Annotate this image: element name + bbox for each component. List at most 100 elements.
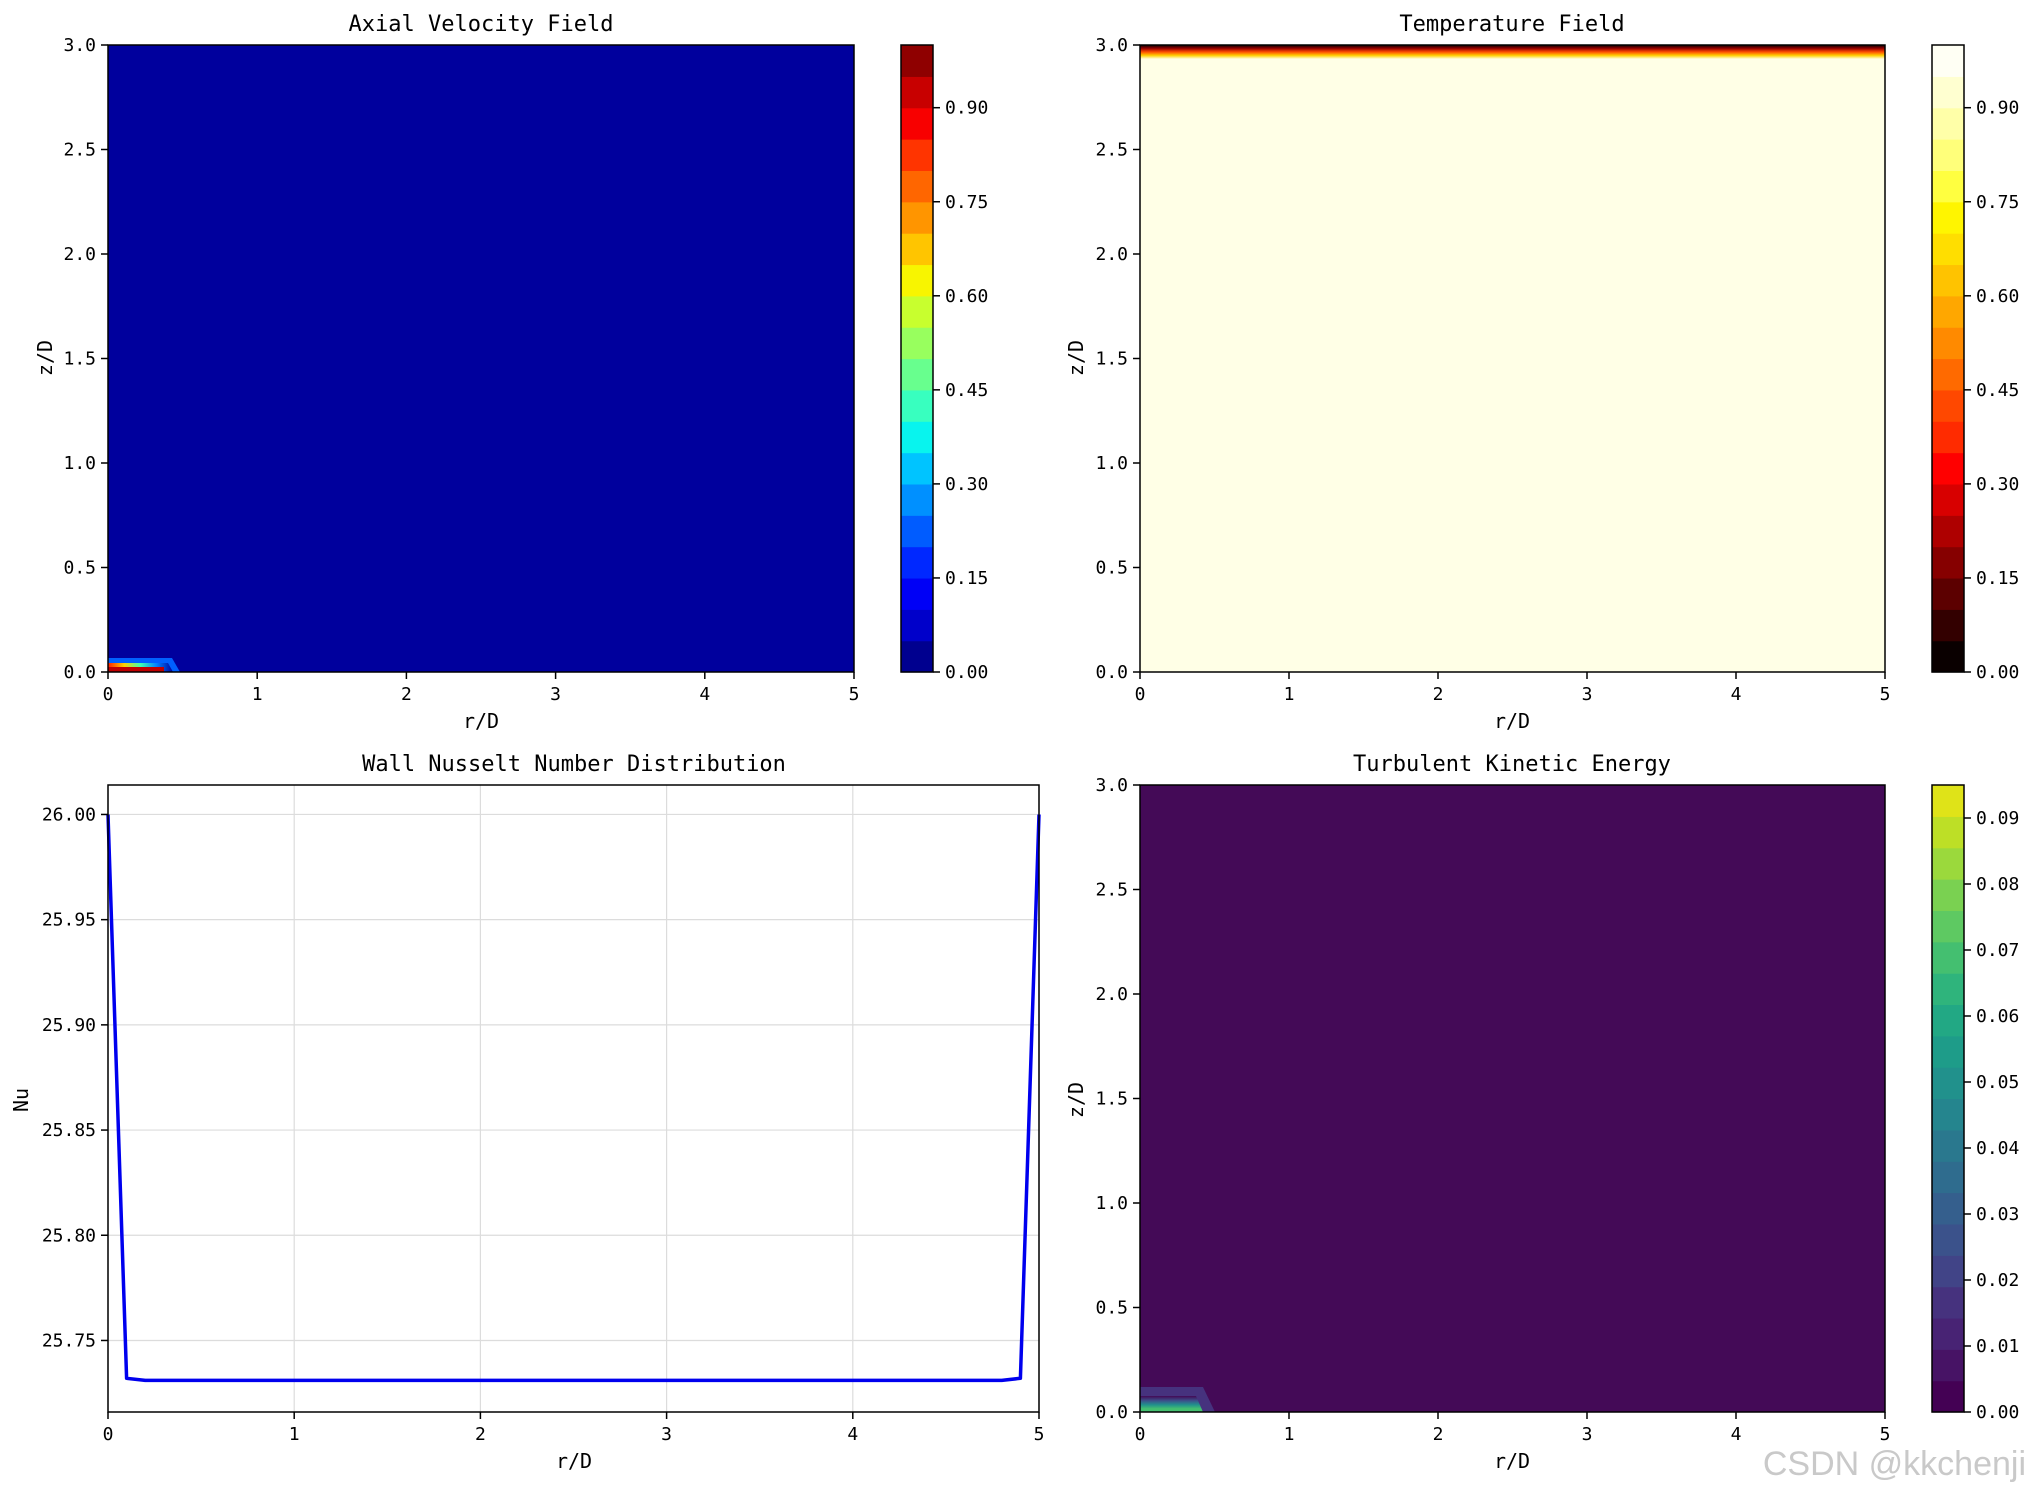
tke-core bbox=[1140, 1396, 1203, 1412]
colorbar-segment bbox=[901, 577, 933, 610]
colorbar-segment bbox=[1932, 107, 1964, 140]
colorbar-segment bbox=[1932, 1098, 1964, 1131]
colorbar-segment bbox=[1932, 609, 1964, 642]
colorbar-segment bbox=[1932, 45, 1964, 77]
colorbar-segment bbox=[1932, 973, 1964, 1006]
y-tick-label: 1.0 bbox=[1095, 1193, 1128, 1214]
chart-title: Turbulent Kinetic Energy bbox=[1353, 752, 1671, 777]
x-tick-label: 4 bbox=[1731, 684, 1742, 705]
colorbar-tick-label: 0.45 bbox=[945, 380, 988, 401]
x-tick-label: 2 bbox=[1433, 684, 1444, 705]
y-axis-label: z/D bbox=[1064, 340, 1088, 376]
colorbar-segment bbox=[901, 201, 933, 234]
watermark: CSDN @kkchenji bbox=[1763, 1445, 2026, 1483]
colorbar-segment bbox=[1932, 640, 1964, 673]
colorbar-tick-label: 0.45 bbox=[1976, 380, 2019, 401]
colorbar-segment bbox=[901, 327, 933, 360]
x-tick-label: 5 bbox=[1880, 684, 1891, 705]
panel-tke: Turbulent Kinetic Energy 0 1 2 3 4 5 0.0 0.5 1.… bbox=[1064, 752, 2019, 1473]
colorbar-segment bbox=[1932, 1349, 1964, 1382]
colorbar-segment bbox=[1932, 389, 1964, 422]
x-tick-label: 4 bbox=[699, 684, 710, 705]
plot-frame bbox=[107, 784, 1040, 1413]
colorbar-segment bbox=[1932, 515, 1964, 548]
y-axis: 0.0 0.5 1.0 1.5 2.0 2.5 3.0 bbox=[1095, 35, 1140, 683]
colorbar-segment bbox=[901, 45, 933, 77]
colorbar-tick-label: 0.02 bbox=[1976, 1270, 2019, 1291]
colorbar-segment bbox=[1932, 1035, 1964, 1068]
colorbar-segment bbox=[1932, 847, 1964, 880]
colorbar-segment bbox=[1932, 1286, 1964, 1319]
colorbar-segment bbox=[1932, 233, 1964, 266]
colorbar-segment bbox=[901, 609, 933, 642]
y-tick-label: 3.0 bbox=[1095, 775, 1128, 796]
y-tick-label: 2.0 bbox=[1095, 984, 1128, 1005]
colorbar-segment bbox=[901, 264, 933, 297]
x-tick-label: 3 bbox=[1582, 1424, 1593, 1445]
colorbar-segment bbox=[1932, 941, 1964, 974]
colorbar-segment bbox=[901, 421, 933, 454]
y-tick-label: 2.5 bbox=[1095, 140, 1128, 161]
colorbar-segment bbox=[1932, 1255, 1964, 1288]
x-axis: 0 1 2 3 4 5 bbox=[1135, 672, 1891, 705]
y-tick-label: 3.0 bbox=[63, 35, 96, 56]
y-axis-label: Nu bbox=[9, 1088, 33, 1112]
colorbar-segment bbox=[1932, 483, 1964, 516]
colorbar-segment bbox=[1932, 358, 1964, 391]
colorbar-tick-label: 0.01 bbox=[1976, 1336, 2019, 1357]
colorbar: 0.00 0.15 0.30 0.45 0.60 0.75 0.90 bbox=[900, 44, 988, 683]
colorbar-segment bbox=[901, 452, 933, 485]
colorbar-tick-label: 0.75 bbox=[945, 192, 988, 213]
y-tick-label: 1.5 bbox=[63, 349, 96, 370]
x-tick-label: 0 bbox=[103, 684, 114, 705]
x-tick-label: 2 bbox=[1433, 1424, 1444, 1445]
colorbar-segment bbox=[1932, 170, 1964, 203]
x-tick-label: 1 bbox=[289, 1424, 300, 1445]
y-tick-label: 1.0 bbox=[63, 453, 96, 474]
colorbar-segment bbox=[1932, 452, 1964, 485]
y-tick-label: 3.0 bbox=[1095, 35, 1128, 56]
y-tick-label: 2.5 bbox=[63, 140, 96, 161]
colorbar-tick-label: 0.60 bbox=[945, 286, 988, 307]
velocity-jet-feature bbox=[108, 658, 180, 672]
colorbar-segment bbox=[1932, 1192, 1964, 1225]
y-tick-label: 25.95 bbox=[42, 910, 96, 931]
colorbar-tick-label: 0.90 bbox=[945, 98, 988, 119]
colorbar-segment bbox=[1932, 816, 1964, 849]
y-tick-label: 25.90 bbox=[42, 1015, 96, 1036]
x-tick-label: 5 bbox=[1034, 1424, 1045, 1445]
colorbar-segment bbox=[901, 295, 933, 328]
x-tick-label: 0 bbox=[103, 1424, 114, 1445]
colorbar-tick-label: 0.15 bbox=[1976, 568, 2019, 589]
tke-feature bbox=[1140, 1387, 1215, 1412]
colorbar-segment bbox=[1932, 295, 1964, 328]
y-axis-label: z/D bbox=[33, 340, 57, 376]
x-axis-label: r/D bbox=[1494, 1449, 1530, 1473]
colorbar-segment bbox=[901, 640, 933, 673]
x-tick-label: 0 bbox=[1135, 684, 1146, 705]
x-tick-label: 3 bbox=[661, 1424, 672, 1445]
nusselt-line bbox=[106, 814, 1041, 1383]
colorbar-segment bbox=[1932, 879, 1964, 911]
colorbar-tick-label: 0.00 bbox=[1976, 662, 2019, 683]
y-tick-label: 0.0 bbox=[1095, 662, 1128, 683]
x-axis-label: r/D bbox=[556, 1449, 592, 1473]
chart-title: Wall Nusselt Number Distribution bbox=[362, 752, 786, 777]
y-tick-label: 26.00 bbox=[42, 804, 96, 825]
x-tick-label: 3 bbox=[550, 684, 561, 705]
y-tick-label: 1.0 bbox=[1095, 453, 1128, 474]
y-tick-label: 2.0 bbox=[63, 244, 96, 265]
x-tick-label: 1 bbox=[1284, 1424, 1295, 1445]
x-axis-label: r/D bbox=[463, 709, 499, 733]
x-tick-label: 2 bbox=[401, 684, 412, 705]
heatmap-background bbox=[1140, 785, 1885, 1412]
y-tick-label: 0.5 bbox=[1095, 558, 1128, 579]
colorbar-segment bbox=[901, 107, 933, 140]
y-tick-label: 1.5 bbox=[1095, 1089, 1128, 1110]
panel-temperature: Temperature Field 0 1 2 3 4 5 0.0 0.5 1.0 1.5 2.0… bbox=[1064, 12, 2019, 733]
x-axis-label: r/D bbox=[1494, 709, 1530, 733]
y-tick-label: 1.5 bbox=[1095, 349, 1128, 370]
plot-area bbox=[108, 785, 1039, 1412]
colorbar-segment bbox=[1932, 264, 1964, 297]
colorbar-segment bbox=[1932, 577, 1964, 610]
